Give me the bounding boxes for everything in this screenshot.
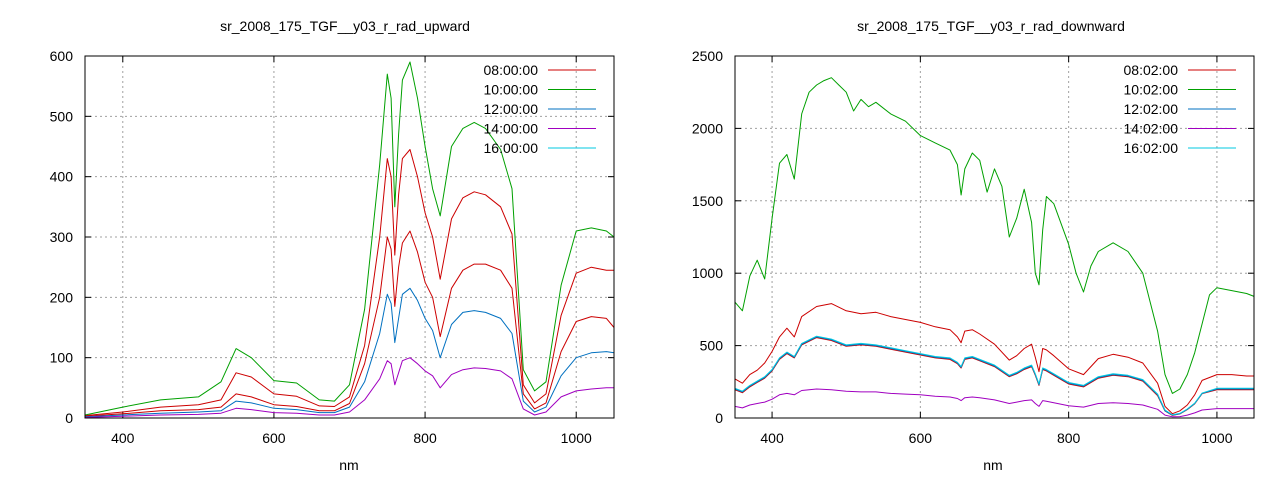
- legend-label: 08:02:00: [1124, 62, 1179, 78]
- series-line: [734, 337, 1254, 416]
- x-tick-label: 600: [909, 430, 933, 446]
- series-line: [84, 287, 615, 418]
- downward-radiance-chart: sr_2008_175_TGF__y03_r_rad_downward nm 4…: [692, 18, 1255, 473]
- series-line: [734, 77, 1255, 394]
- series-line: [734, 388, 1254, 418]
- x-tick-label: 600: [262, 430, 286, 446]
- legend-label: 12:02:00: [1124, 101, 1179, 117]
- y-tick-label: 1000: [692, 265, 723, 281]
- x-tick-label: 400: [111, 430, 135, 446]
- chart-title: sr_2008_175_TGF__y03_r_rad_upward: [220, 18, 470, 34]
- plot-frame: [734, 55, 1255, 419]
- legend-label: 10:00:00: [484, 82, 539, 98]
- y-tick-label: 300: [50, 229, 74, 245]
- x-axis-label: nm: [339, 457, 358, 473]
- legend-label: 16:02:00: [1124, 140, 1179, 156]
- chart-title: sr_2008_175_TGF__y03_r_rad_downward: [857, 18, 1125, 34]
- y-tick-label: 2500: [692, 48, 723, 64]
- x-tick-label: 800: [413, 430, 437, 446]
- series-line: [734, 336, 1254, 416]
- y-tick-label: 600: [50, 48, 74, 64]
- series-line: [84, 230, 615, 417]
- legend-label: 16:00:00: [484, 140, 539, 156]
- legend-label: 14:00:00: [484, 121, 539, 137]
- legend-label: 10:02:00: [1124, 82, 1179, 98]
- x-tick-label: 800: [1057, 430, 1081, 446]
- legend-label: 12:00:00: [484, 101, 539, 117]
- y-tick-label: 0: [715, 410, 723, 426]
- x-tick-label: 1000: [561, 430, 592, 446]
- series-line: [734, 303, 1254, 415]
- series-line: [734, 335, 1254, 416]
- legend: 08:02:00 10:02:00 12:02:00 14:02:00 16:02:00: [1124, 62, 1236, 156]
- series-line: [84, 149, 614, 417]
- series-line: [84, 357, 614, 418]
- y-tick-label: 2000: [692, 120, 723, 136]
- legend-label: 14:02:00: [1124, 121, 1179, 137]
- y-tick-label: 500: [700, 338, 724, 354]
- series-line: [84, 61, 615, 416]
- y-tick-label: 400: [50, 169, 74, 185]
- upward-radiance-chart: sr_2008_175_TGF__y03_r_rad_upward nm 400…: [50, 18, 615, 473]
- legend: 08:00:00 10:00:00 12:00:00 14:00:00 16:00:00: [484, 62, 596, 156]
- x-tick-label: 400: [760, 430, 784, 446]
- y-tick-label: 0: [65, 410, 73, 426]
- plot-frame: [84, 55, 615, 419]
- y-tick-label: 500: [50, 108, 74, 124]
- y-tick-label: 200: [50, 289, 74, 305]
- x-axis-label: nm: [983, 457, 1002, 473]
- y-tick-label: 100: [50, 350, 74, 366]
- x-tick-label: 1000: [1201, 430, 1232, 446]
- y-tick-label: 1500: [692, 193, 723, 209]
- legend-label: 08:00:00: [484, 62, 539, 78]
